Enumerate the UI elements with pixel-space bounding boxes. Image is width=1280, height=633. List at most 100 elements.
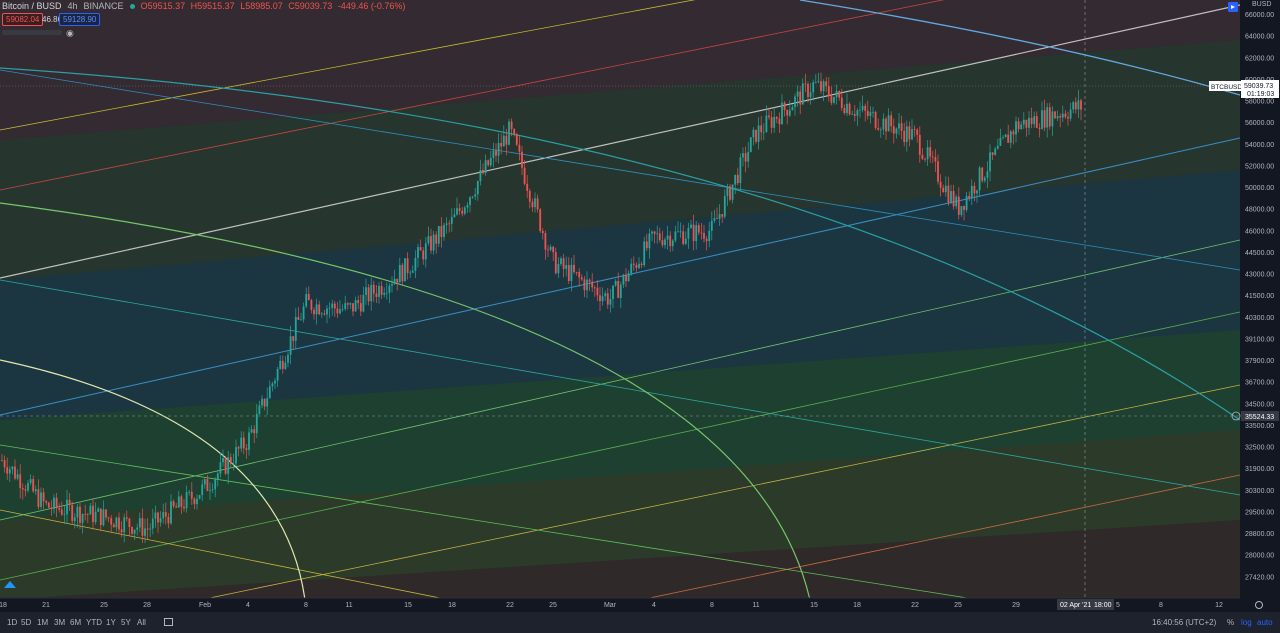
candle-body (331, 303, 334, 308)
auto-toggle[interactable]: auto (1257, 618, 1273, 627)
candle-body (661, 240, 664, 246)
candle-body (934, 157, 937, 162)
price-tick-label: 28800.00 (1245, 531, 1274, 538)
crosshair-plus-icon[interactable] (1231, 411, 1241, 421)
log-toggle[interactable]: log (1241, 618, 1252, 627)
candle-body (336, 308, 339, 314)
candle-body (1028, 117, 1030, 128)
time-tick-label: 18 (853, 602, 861, 609)
candle-body (643, 241, 646, 266)
range-6m[interactable]: 6M (70, 618, 82, 627)
candle-body (887, 115, 890, 132)
symbol-title[interactable]: Bitcoin / BUSD (2, 1, 62, 11)
candle-body (123, 517, 126, 533)
range-3m[interactable]: 3M (54, 618, 66, 627)
candle-body (575, 271, 578, 273)
range-1m[interactable]: 1M (37, 618, 49, 627)
price-tick-label: 54000.00 (1245, 142, 1274, 149)
calendar-icon[interactable] (164, 618, 173, 626)
range-5y[interactable]: 5Y (121, 618, 131, 627)
settings-gear-icon[interactable] (1255, 601, 1263, 609)
candle-body (947, 185, 950, 203)
candle-body (679, 231, 682, 233)
arc-teal (0, 67, 1240, 421)
candle-body (476, 181, 479, 195)
candle-body (180, 496, 183, 507)
range-1d[interactable]: 1D (7, 618, 18, 627)
ohlc-change: -449.46 (-0.76%) (337, 1, 406, 11)
candle-body (916, 129, 919, 135)
price-tick-label: 56000.00 (1245, 120, 1274, 127)
exchange-label: BINANCE (83, 1, 124, 11)
range-all[interactable]: All (137, 618, 146, 627)
range-1y[interactable]: 1Y (106, 618, 116, 627)
candle-body (60, 509, 63, 515)
candle-body (713, 218, 716, 221)
candle-body (723, 196, 726, 217)
candle-body (778, 118, 781, 125)
candle-body (874, 111, 877, 128)
candle-body (266, 398, 269, 407)
candle-body (807, 83, 809, 98)
candle-body (258, 405, 261, 414)
candle-body (843, 108, 846, 114)
indicator-legend[interactable] (2, 30, 62, 35)
candle-body (370, 284, 373, 302)
candle-body (534, 198, 536, 208)
candle-body (128, 518, 131, 527)
interval-label[interactable]: 4h (67, 1, 78, 11)
clock-label[interactable]: 16:40:56 (UTC+2) (1152, 618, 1217, 627)
candle-body (739, 157, 742, 184)
candle-body (838, 90, 841, 98)
percent-toggle[interactable]: % (1227, 618, 1235, 627)
range-ytd[interactable]: YTD (86, 618, 102, 627)
candle-body (973, 185, 976, 194)
candle-body (963, 206, 965, 210)
candle-body (456, 208, 458, 215)
time-axis[interactable]: 18 21 25 28 Feb 4 8 11 15 18 22 25 Mar 4 8 11 15 18 22 25 29… (0, 602, 1223, 609)
buy-button[interactable]: 59128.90 (59, 13, 101, 26)
candle-body (487, 160, 490, 166)
candle-body (929, 147, 932, 157)
candle-body (552, 246, 555, 253)
candle-body (677, 231, 679, 233)
candle-body (879, 129, 882, 131)
candle-body (328, 307, 331, 309)
candle-body (58, 508, 61, 510)
candle-body (300, 319, 302, 321)
time-tick-label: 28 (143, 602, 151, 609)
candle-body (991, 152, 994, 155)
candle-body (391, 284, 393, 286)
candle-body (687, 228, 690, 239)
candle-body (482, 169, 484, 174)
candle-body (279, 360, 282, 369)
candle-body (869, 112, 872, 116)
candle-body (86, 514, 89, 515)
candle-body (419, 247, 422, 251)
candle-body (344, 303, 347, 309)
candle-body (55, 497, 58, 509)
fan-band-2 (0, 40, 1240, 280)
candle-body (617, 281, 620, 298)
candle-body (1064, 113, 1067, 117)
candle-body (29, 479, 32, 484)
time-tick-label: 8 (1159, 602, 1163, 609)
eye-icon[interactable]: ◉ (66, 28, 74, 38)
range-5d[interactable]: 5D (21, 618, 32, 627)
candle-body (172, 501, 175, 507)
candle-body (435, 234, 438, 244)
sell-button[interactable]: 59082.04 (2, 13, 44, 26)
candle-body (830, 96, 833, 103)
candle-body (136, 527, 139, 530)
candle-body (508, 121, 510, 145)
candle-body (211, 489, 214, 491)
candle-body (799, 91, 802, 105)
candle-body (981, 167, 984, 181)
crosshair-price-box (1241, 411, 1279, 421)
candle-body (742, 153, 744, 158)
candle-body (497, 143, 500, 156)
candle-body (183, 506, 185, 509)
price-axis[interactable]: 66000.0064000.0062000.0060000.0058000.00… (1245, 12, 1274, 581)
candle-body (622, 274, 625, 285)
